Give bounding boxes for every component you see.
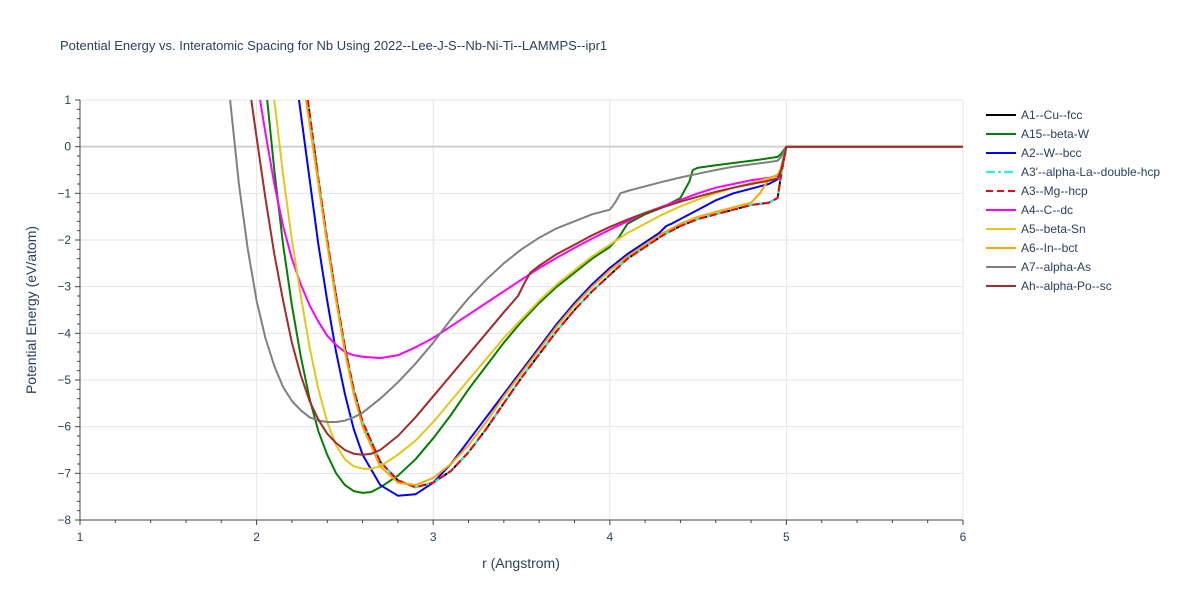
x-tick-label: 4	[606, 530, 613, 544]
x-tick-label: 2	[253, 530, 260, 544]
series-line-a2-w-bcc	[298, 100, 963, 497]
series-line-a3-alpha-la-double-hcp	[306, 100, 963, 489]
legend-label: A1--Cu--fcc	[1021, 108, 1082, 122]
legend-item[interactable]: A6--In--bct	[986, 241, 1078, 255]
y-tick-label: −3	[57, 280, 71, 294]
legend-label: A5--beta-Sn	[1021, 222, 1086, 236]
legend-label: A3--Mg--hcp	[1021, 184, 1088, 198]
legend-item[interactable]: A7--alpha-As	[986, 260, 1091, 274]
y-tick-label: −6	[57, 420, 71, 434]
chart-title: Potential Energy vs. Interatomic Spacing…	[60, 38, 607, 53]
x-tick-label: 6	[960, 530, 967, 544]
y-tick-label: 0	[64, 140, 71, 154]
y-tick-label: −1	[57, 186, 71, 200]
grid-lines	[80, 99, 964, 520]
series-line-a15-beta-w	[266, 100, 963, 494]
legend[interactable]: A1--Cu--fcc A15--beta-W A2--W--bcc A3'--alp…	[986, 108, 1160, 293]
axes	[75, 99, 964, 525]
series-line-a3-mg-hcp	[306, 100, 963, 489]
legend-item[interactable]: A3--Mg--hcp	[986, 184, 1088, 198]
legend-item[interactable]: Ah--alpha-Po--sc	[986, 279, 1112, 293]
legend-label: A15--beta-W	[1021, 127, 1090, 141]
legend-label: A3'--alpha-La--double-hcp	[1021, 165, 1160, 179]
series-line-a5-beta-sn	[273, 100, 963, 470]
y-tick-label: −4	[57, 326, 71, 340]
legend-label: A6--In--bct	[1021, 241, 1078, 255]
y-tick-label: −8	[57, 513, 71, 527]
legend-label: Ah--alpha-Po--sc	[1021, 279, 1112, 293]
x-tick-label: 5	[783, 530, 790, 544]
y-tick-label: 1	[64, 93, 71, 107]
x-tick-labels: 1 2 3 4 5 6	[77, 530, 967, 544]
legend-item[interactable]: A5--beta-Sn	[986, 222, 1086, 236]
legend-item[interactable]: A2--W--bcc	[986, 146, 1081, 160]
x-tick-label: 3	[430, 530, 437, 544]
legend-item[interactable]: A4--C--dc	[986, 203, 1073, 217]
series-lines	[229, 100, 963, 497]
series-line-a7-alpha-as	[229, 100, 963, 423]
legend-item[interactable]: A1--Cu--fcc	[986, 108, 1082, 122]
x-tick-label: 1	[77, 530, 84, 544]
series-line-ah-alpha-po-sc	[250, 100, 963, 456]
series-line-a6-in-bct	[305, 100, 963, 486]
series-line-a1-cu-fcc	[306, 100, 963, 489]
y-axis-title: Potential Energy (eV/atom)	[23, 226, 39, 394]
legend-label: A7--alpha-As	[1021, 260, 1091, 274]
y-tick-label: −7	[57, 466, 71, 480]
series-line-a4-c-dc	[259, 100, 963, 360]
y-tick-label: −5	[57, 373, 71, 387]
plot-area	[229, 100, 963, 497]
legend-item[interactable]: A15--beta-W	[986, 127, 1090, 141]
x-axis-title: r (Angstrom)	[482, 555, 560, 571]
y-tick-label: −2	[57, 233, 71, 247]
y-tick-labels: 1 0 −1 −2 −3 −4 −5 −6 −7 −8	[57, 93, 71, 527]
legend-label: A2--W--bcc	[1021, 146, 1081, 160]
legend-item[interactable]: A3'--alpha-La--double-hcp	[986, 165, 1160, 179]
legend-label: A4--C--dc	[1021, 203, 1073, 217]
